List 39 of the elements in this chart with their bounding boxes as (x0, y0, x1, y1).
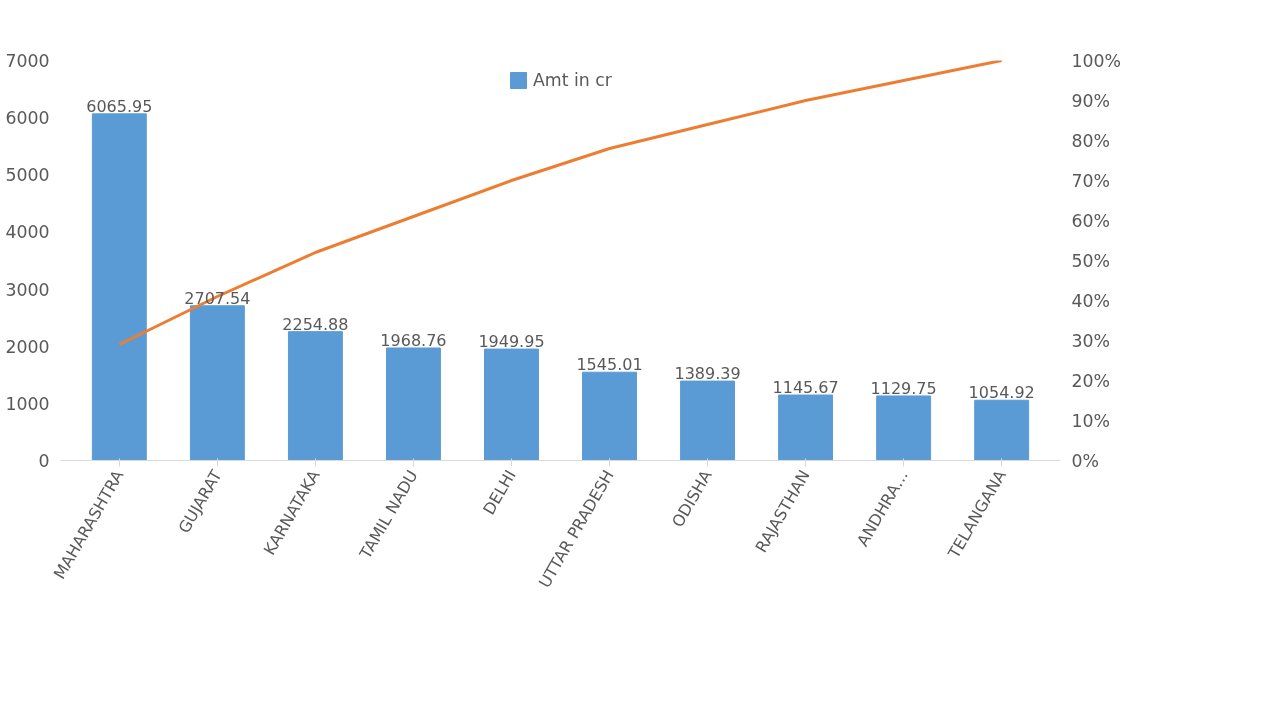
legend-label: Amt in cr (533, 70, 612, 90)
y-tick-label: 5000 (5, 165, 50, 186)
y-tick-label: 2000 (5, 336, 50, 357)
y-tick-label: 6000 (5, 108, 50, 129)
y2-tick-label: 30% (1071, 330, 1111, 351)
bar (189, 305, 245, 461)
y2-tick-label: 60% (1071, 210, 1111, 231)
y2-tick-label: 70% (1071, 170, 1111, 191)
y-tick-label: 0 (38, 451, 50, 471)
bar (582, 371, 637, 461)
y2-tick-label: 80% (1071, 130, 1111, 151)
data-label: 1545.01 (576, 355, 643, 375)
bar (91, 113, 147, 461)
data-label: 2254.88 (282, 314, 349, 334)
data-label: 6065.95 (86, 96, 153, 116)
y2-tick-label: 50% (1071, 250, 1111, 271)
data-label: 1389.39 (674, 364, 741, 384)
y-tick-label: 1000 (5, 393, 50, 414)
data-label: 1054.92 (968, 383, 1035, 403)
bar (680, 380, 736, 461)
bar (484, 348, 539, 461)
y-tick-label: 4000 (5, 222, 50, 243)
data-label: 1129.75 (870, 378, 937, 398)
data-label: 1949.95 (478, 332, 545, 352)
y2-tick-label: 90% (1071, 90, 1111, 111)
y2-tick-label: 40% (1071, 290, 1111, 311)
data-label: 1145.67 (772, 378, 839, 398)
y2-tick-label: 20% (1071, 370, 1111, 391)
y2-tick-label: 100% (1071, 50, 1122, 71)
bar (778, 394, 834, 461)
bar (974, 399, 1030, 461)
y-tick-label: 3000 (5, 279, 50, 300)
y2-tick-label: 10% (1071, 410, 1111, 431)
bar (287, 331, 343, 461)
bar (876, 395, 932, 461)
bar (385, 347, 441, 461)
y2-tick-label: 0% (1071, 450, 1099, 471)
y-tick-label: 7000 (5, 51, 50, 71)
data-label: 1968.76 (380, 331, 447, 350)
